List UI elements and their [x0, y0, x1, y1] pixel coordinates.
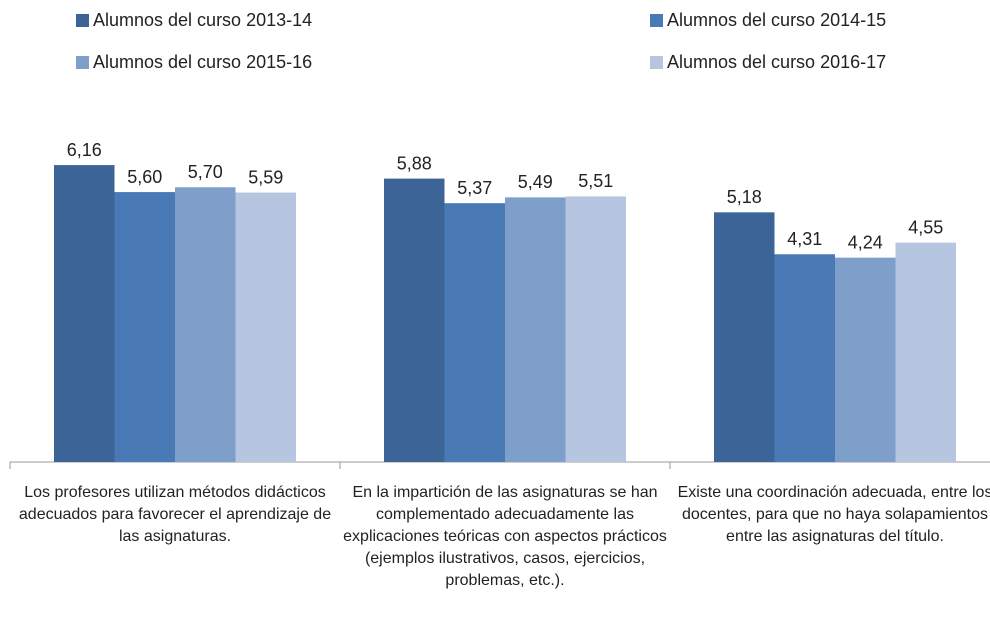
- legend-swatch: [650, 56, 663, 69]
- value-label: 4,24: [848, 232, 883, 252]
- legend-label: Alumnos del curso 2014-15: [667, 10, 886, 30]
- bar: [895, 242, 956, 462]
- bar: [235, 192, 296, 462]
- bar: [565, 196, 626, 462]
- value-label: 4,31: [787, 229, 822, 249]
- value-label: 5,60: [127, 167, 162, 187]
- bar: [714, 212, 775, 462]
- x-tick-label: En la impartición de las asignaturas se …: [343, 484, 667, 589]
- legend-label: Alumnos del curso 2015-16: [93, 52, 312, 72]
- bar: [774, 254, 835, 462]
- legend-swatch: [76, 56, 89, 69]
- bar: [54, 165, 115, 462]
- legend-swatch: [76, 14, 89, 27]
- bar: [114, 192, 175, 462]
- bar: [444, 203, 505, 462]
- value-label: 5,59: [248, 167, 283, 187]
- value-label: 5,88: [397, 153, 432, 173]
- bar: [835, 257, 896, 462]
- value-label: 5,49: [518, 172, 553, 192]
- value-label: 5,37: [457, 178, 492, 198]
- x-tick-label: Los profesores utilizan métodos didáctic…: [18, 484, 332, 545]
- x-tick-label: Existe una coordinación adecuada, entre …: [677, 484, 990, 545]
- legend-swatch: [650, 14, 663, 27]
- bar: [505, 197, 566, 462]
- value-label: 4,55: [908, 217, 943, 237]
- value-label: 6,16: [67, 140, 102, 160]
- value-label: 5,51: [578, 171, 613, 191]
- bar: [175, 187, 236, 462]
- value-label: 5,18: [727, 187, 762, 207]
- legend-label: Alumnos del curso 2016-17: [667, 52, 886, 72]
- bar: [384, 178, 445, 463]
- value-label: 5,70: [188, 162, 223, 182]
- legend-label: Alumnos del curso 2013-14: [93, 10, 312, 30]
